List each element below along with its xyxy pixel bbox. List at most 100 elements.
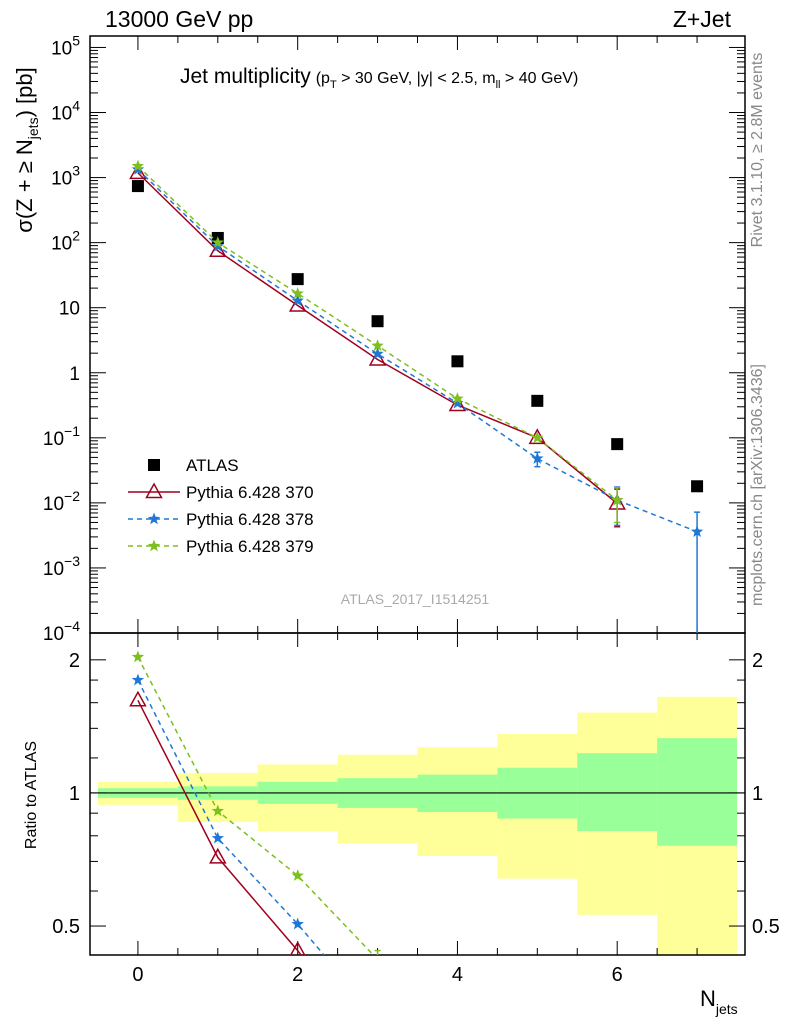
y-tick-exponent: −3 bbox=[64, 553, 80, 569]
y-tick-base: 10 bbox=[51, 104, 72, 125]
upper-pythia-6-428-370-point bbox=[209, 241, 227, 258]
upper-pythia-6-428-379-point bbox=[211, 236, 224, 248]
mcplots-side-label: mcplots.cern.ch [arXiv:1306.3436] bbox=[749, 364, 766, 606]
y-tick-exponent: −4 bbox=[64, 618, 80, 634]
y-tick-label: 104 bbox=[51, 98, 80, 125]
upper-pythia-6-428-379-point bbox=[371, 339, 384, 352]
rivet-side-label: Rivet 3.1.10, ≥ 2.8M events bbox=[749, 53, 766, 248]
x-label-sub: jets bbox=[715, 1001, 738, 1017]
stat-uncertainty-band bbox=[577, 753, 658, 832]
y-tick-base: 10 bbox=[51, 38, 72, 59]
upper-pythia-6-428-370-point bbox=[129, 163, 147, 180]
upper-pythia-6-428-379-point bbox=[611, 493, 624, 506]
x-tick-label: 6 bbox=[612, 964, 623, 986]
y-label-unit: ) [pb] bbox=[12, 67, 37, 117]
y-label-sub: jets bbox=[25, 117, 41, 140]
y-tick-label: 102 bbox=[51, 228, 80, 255]
x-label-main: N bbox=[700, 986, 716, 1011]
upper-pythia-6-428-378-point bbox=[211, 239, 224, 252]
subtitle-sub-a: T bbox=[330, 79, 337, 91]
upper-pythia-6-428-379-point bbox=[291, 287, 304, 299]
y-tick-base: 10 bbox=[51, 169, 72, 190]
upper-atlas-point bbox=[611, 438, 624, 451]
ratio-tick-label-right: 2 bbox=[752, 650, 763, 672]
y-tick-label: 10−4 bbox=[43, 618, 80, 645]
ratio-pythia-6-428-379-point bbox=[376, 953, 379, 955]
ratio-tick-label-left: 1 bbox=[69, 783, 80, 805]
upper-pythia-6-428-378-point bbox=[451, 396, 464, 409]
x-axis-label: Njets bbox=[700, 986, 738, 1017]
ratio-series bbox=[129, 650, 383, 1023]
y-tick-exponent: 5 bbox=[72, 32, 80, 48]
legend-marker-pythia-6-428-378 bbox=[147, 512, 161, 525]
header-left: 13000 GeV pp bbox=[105, 6, 253, 32]
upper-pythia-6-428-378-point bbox=[291, 294, 304, 306]
y-tick-label: 105 bbox=[51, 32, 80, 59]
ratio-tick-label-right: 0.5 bbox=[752, 916, 780, 938]
stat-uncertainty-band bbox=[657, 738, 738, 846]
legend-label-pythia-6-428-378: Pythia 6.428 378 bbox=[186, 510, 314, 529]
y-tick-label: 10−2 bbox=[43, 488, 80, 515]
ratio-bands bbox=[97, 696, 738, 955]
legend: ATLAS Pythia 6.428 370 Pythia 6.428 378 Pyt… bbox=[128, 456, 314, 556]
legend-marker-pythia-6-428-379 bbox=[147, 539, 161, 552]
ratio-pythia-6-428-370-line bbox=[137, 699, 303, 955]
x-tick-label: 0 bbox=[132, 964, 143, 986]
y-tick-label: 10−1 bbox=[43, 423, 80, 450]
upper-pythia-6-428-379-line bbox=[137, 165, 618, 501]
upper-series bbox=[129, 159, 704, 633]
ratio-pythia-6-428-378-line bbox=[137, 679, 326, 955]
upper-y-axis-label: σ(Z + ≥ Njets) [pb] bbox=[12, 67, 41, 232]
y-tick-label: 1 bbox=[69, 364, 80, 385]
upper-pythia-6-428-370-point bbox=[368, 349, 387, 366]
legend-label-atlas: ATLAS bbox=[186, 456, 239, 475]
subtitle-b: > 30 GeV, |y| < 2.5, m bbox=[337, 70, 496, 87]
upper-pythia-6-428-370-point bbox=[288, 295, 307, 312]
ratio-pythia-6-428-370-point bbox=[209, 847, 227, 864]
y-tick-label: 10 bbox=[59, 299, 80, 320]
analysis-watermark: ATLAS_2017_I1514251 bbox=[341, 591, 490, 607]
upper-pythia-6-428-370-line bbox=[137, 172, 618, 505]
upper-pythia-6-428-378-point bbox=[371, 347, 384, 360]
y-tick-exponent: 3 bbox=[72, 163, 80, 179]
ratio-pythia-6-428-379-point bbox=[131, 650, 145, 663]
upper-pythia-6-428-378-point bbox=[131, 163, 145, 175]
y-tick-base: 10 bbox=[43, 559, 64, 580]
y-tick-exponent: 2 bbox=[72, 228, 80, 244]
ratio-pythia-6-428-378-point bbox=[131, 673, 145, 686]
upper-atlas-point bbox=[691, 480, 704, 493]
upper-pythia-6-428-378-point bbox=[690, 525, 704, 537]
ratio-pythia-6-428-378-point bbox=[371, 1011, 383, 1023]
upper-atlas-point bbox=[451, 355, 464, 368]
legend-label-pythia-6-428-379: Pythia 6.428 379 bbox=[186, 537, 314, 556]
upper-atlas-point bbox=[291, 273, 304, 286]
legend-label-pythia-6-428-370: Pythia 6.428 370 bbox=[186, 483, 314, 502]
upper-pythia-6-428-379-point bbox=[531, 431, 544, 444]
y-tick-label: 103 bbox=[51, 163, 80, 190]
y-tick-exponent: −1 bbox=[64, 423, 80, 439]
ratio-pythia-6-428-378-point bbox=[211, 831, 224, 844]
subtitle-a: (p bbox=[316, 70, 330, 87]
y-label-main: σ(Z + ≥ N bbox=[12, 139, 37, 233]
upper-pythia-6-428-378-point bbox=[531, 452, 544, 464]
upper-atlas-point bbox=[531, 394, 544, 407]
legend-marker-pythia-6-428-370 bbox=[145, 482, 163, 499]
ratio-pythia-6-428-379-point bbox=[291, 869, 304, 881]
ratio-pythia-6-428-370-point bbox=[129, 690, 147, 707]
upper-pythia-6-428-379-point bbox=[131, 159, 145, 172]
upper-pythia-6-428-379-point bbox=[451, 392, 464, 404]
y-tick-base: 10 bbox=[51, 234, 72, 255]
x-tick-label: 4 bbox=[452, 964, 463, 986]
upper-atlas-point bbox=[131, 180, 144, 193]
subtitle-sub-b: ll bbox=[496, 79, 501, 91]
ratio-pythia-6-428-379-point bbox=[211, 804, 224, 817]
y-tick-exponent: 4 bbox=[72, 98, 80, 114]
ratio-tick-label-left: 2 bbox=[69, 650, 80, 672]
upper-atlas-point bbox=[371, 315, 384, 328]
ratio-tick-label-right: 1 bbox=[752, 783, 763, 805]
ratio-tick-label-left: 0.5 bbox=[52, 916, 80, 938]
y-tick-base: 10 bbox=[43, 494, 64, 515]
ratio-y-axis-label: Ratio to ATLAS bbox=[23, 741, 40, 849]
